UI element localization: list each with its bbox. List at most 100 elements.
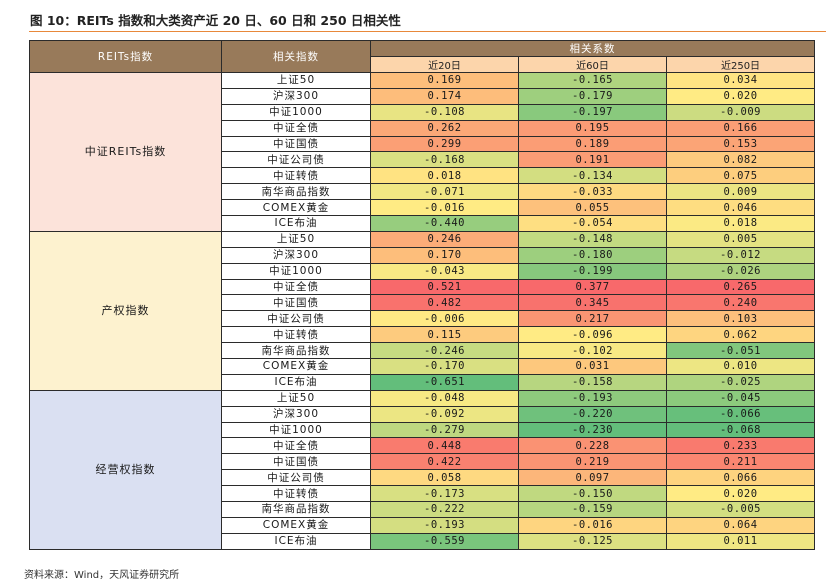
source-note: 资料来源：Wind，天风证券研究所 xyxy=(24,570,180,581)
asset-name-cell: ICE布油 xyxy=(221,215,371,232)
correlation-cell-250d: -0.012 xyxy=(665,246,816,264)
correlation-cell-250d: -0.026 xyxy=(665,262,816,280)
correlation-cell-250d: 0.062 xyxy=(665,326,816,344)
correlation-cell-250d: 0.034 xyxy=(665,72,816,89)
correlation-cell-60d: 0.219 xyxy=(518,453,667,471)
correlation-cell-20d: 0.170 xyxy=(370,246,519,264)
correlation-cell-250d: 0.103 xyxy=(665,310,816,328)
correlation-cell-250d: 0.020 xyxy=(665,485,816,503)
correlation-cell-250d: 0.064 xyxy=(665,516,816,534)
asset-name-cell: 中证国债 xyxy=(221,135,371,153)
correlation-cell-250d: 0.011 xyxy=(665,532,816,550)
table-row: 中证1000 -0.279 -0.230 -0.068 xyxy=(30,421,816,439)
correlation-cell-60d: -0.134 xyxy=(518,167,667,185)
asset-name-cell: 中证转债 xyxy=(221,485,371,503)
correlation-cell-250d: -0.066 xyxy=(665,405,816,423)
correlation-cell-60d: -0.096 xyxy=(518,326,667,344)
correlation-cell-20d: -0.170 xyxy=(370,358,519,375)
figure-title: 图 10：REITs 指数和大类资产近 20 日、60 日和 250 日相关性 xyxy=(30,13,401,28)
correlation-cell-20d: 0.521 xyxy=(370,278,519,296)
title-divider xyxy=(29,31,826,32)
correlation-cell-250d: 0.233 xyxy=(665,437,816,455)
correlation-cell-250d: -0.068 xyxy=(665,421,816,439)
asset-name-cell: 中证1000 xyxy=(221,421,371,439)
table-row: 中证转债 0.115 -0.096 0.062 xyxy=(30,326,816,344)
asset-name-cell: 中证转债 xyxy=(221,326,371,344)
correlation-cell-250d: 0.018 xyxy=(665,215,816,232)
correlation-table: REITs指数 相关指数 相关系数 近20日 近60日 近250日 中证REIT… xyxy=(29,40,816,550)
correlation-cell-60d: -0.054 xyxy=(518,215,667,232)
asset-name-cell: ICE布油 xyxy=(221,532,371,550)
asset-name-cell: 中证转债 xyxy=(221,167,371,185)
table-row: 中证公司债 -0.168 0.191 0.082 xyxy=(30,151,816,169)
correlation-cell-250d: 0.046 xyxy=(665,199,816,217)
table-row: 中证转债 -0.173 -0.150 0.020 xyxy=(30,485,816,503)
correlation-cell-60d: 0.055 xyxy=(518,199,667,217)
header-correlation-coefficient: 相关系数 xyxy=(369,40,816,57)
asset-name-cell: COMEX黄金 xyxy=(221,516,371,534)
correlation-cell-20d: 0.174 xyxy=(370,87,519,105)
correlation-cell-20d: 0.246 xyxy=(370,230,519,248)
correlation-cell-60d: 0.345 xyxy=(518,294,667,312)
asset-name-cell: 上证50 xyxy=(221,72,371,89)
correlation-cell-60d: -0.165 xyxy=(518,72,667,89)
correlation-cell-20d: 0.448 xyxy=(370,437,519,455)
correlation-cell-60d: 0.217 xyxy=(518,310,667,328)
correlation-cell-20d: -0.246 xyxy=(370,342,519,360)
correlation-cell-20d: -0.071 xyxy=(370,183,519,201)
asset-name-cell: 中证1000 xyxy=(221,262,371,280)
correlation-cell-20d: -0.222 xyxy=(370,501,519,518)
asset-name-cell: COMEX黄金 xyxy=(221,199,371,217)
table-row: 中证国债 0.422 0.219 0.211 xyxy=(30,453,816,471)
correlation-cell-20d: -0.048 xyxy=(370,389,519,407)
correlation-cell-20d: -0.108 xyxy=(370,103,519,121)
correlation-cell-250d: 0.166 xyxy=(665,119,816,137)
asset-name-cell: 沪深300 xyxy=(221,246,371,264)
table-row: 中证国债 0.299 0.189 0.153 xyxy=(30,135,816,153)
asset-name-cell: 南华商品指数 xyxy=(221,501,371,518)
table-row: 中证全债 0.262 0.195 0.166 xyxy=(30,119,816,137)
asset-name-cell: ICE布油 xyxy=(221,373,371,391)
asset-name-cell: 中证国债 xyxy=(221,294,371,312)
correlation-cell-20d: -0.043 xyxy=(370,262,519,280)
correlation-cell-250d: -0.009 xyxy=(665,103,816,121)
asset-name-cell: 中证1000 xyxy=(221,103,371,121)
group-label: 中证REITs指数 xyxy=(29,72,222,232)
correlation-cell-250d: 0.153 xyxy=(665,135,816,153)
correlation-cell-20d: -0.092 xyxy=(370,405,519,423)
table-row: 产权指数 上证50 0.246 -0.148 0.005 xyxy=(29,230,816,391)
correlation-cell-20d: -0.193 xyxy=(370,516,519,534)
group-label: 产权指数 xyxy=(29,230,222,391)
asset-name-cell: 南华商品指数 xyxy=(221,183,371,201)
table-row: COMEX黄金 -0.170 0.031 0.010 xyxy=(30,358,816,375)
correlation-cell-60d: -0.102 xyxy=(518,342,667,360)
table-row: 中证公司债 -0.006 0.217 0.103 xyxy=(30,310,816,328)
table-row: 沪深300 0.174 -0.179 0.020 xyxy=(30,87,816,105)
table-row: COMEX黄金 -0.193 -0.016 0.064 xyxy=(30,516,816,534)
asset-name-cell: 沪深300 xyxy=(221,87,371,105)
correlation-cell-60d: -0.197 xyxy=(518,103,667,121)
header-period-20d: 近20日 xyxy=(370,56,519,73)
table-row: 南华商品指数 -0.222 -0.159 -0.005 xyxy=(30,501,816,518)
correlation-cell-20d: 0.018 xyxy=(370,167,519,185)
asset-name-cell: 南华商品指数 xyxy=(221,342,371,360)
asset-name-cell: 中证公司债 xyxy=(221,310,371,328)
header-period-250d: 近250日 xyxy=(665,56,816,73)
correlation-cell-20d: -0.006 xyxy=(370,310,519,328)
correlation-cell-20d: -0.559 xyxy=(370,532,519,550)
correlation-cell-250d: 0.020 xyxy=(665,87,816,105)
table-row: COMEX黄金 -0.016 0.055 0.046 xyxy=(30,199,816,217)
correlation-cell-60d: 0.195 xyxy=(518,119,667,137)
correlation-cell-20d: -0.168 xyxy=(370,151,519,169)
correlation-cell-60d: -0.180 xyxy=(518,246,667,264)
correlation-cell-20d: 0.299 xyxy=(370,135,519,153)
table-row: ICE布油 -0.559 -0.125 0.011 xyxy=(30,532,816,550)
correlation-cell-20d: 0.115 xyxy=(370,326,519,344)
table-row: 沪深300 0.170 -0.180 -0.012 xyxy=(30,246,816,264)
correlation-cell-20d: 0.482 xyxy=(370,294,519,312)
correlation-cell-60d: -0.150 xyxy=(518,485,667,503)
correlation-cell-250d: 0.240 xyxy=(665,294,816,312)
correlation-cell-20d: -0.016 xyxy=(370,199,519,217)
asset-name-cell: 中证全债 xyxy=(221,278,371,296)
asset-name-cell: 中证公司债 xyxy=(221,151,371,169)
